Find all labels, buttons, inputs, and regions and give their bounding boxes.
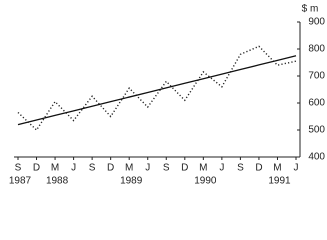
x-tick-label: M bbox=[273, 163, 281, 174]
x-tick-label: S bbox=[89, 163, 96, 174]
x-year-label: 1991 bbox=[268, 176, 291, 187]
x-year-label: 1988 bbox=[46, 176, 69, 187]
y-tick-label: 700 bbox=[308, 71, 325, 82]
x-tick-label: M bbox=[125, 163, 133, 174]
y-tick-label: 800 bbox=[308, 44, 325, 55]
x-year-label: 1989 bbox=[120, 176, 143, 187]
x-tick-label: D bbox=[33, 163, 40, 174]
y-tick-label: 600 bbox=[308, 98, 325, 109]
x-tick-label: M bbox=[199, 163, 207, 174]
x-tick-label: J bbox=[219, 163, 224, 174]
x-year-label: 1987 bbox=[9, 176, 32, 187]
trend-line bbox=[17, 55, 297, 126]
x-tick-label: S bbox=[15, 163, 22, 174]
y-tick-label: 400 bbox=[308, 152, 325, 163]
x-tick-label: S bbox=[163, 163, 170, 174]
y-unit-label: $ m bbox=[302, 4, 319, 15]
x-tick-label: D bbox=[181, 163, 188, 174]
y-tick-label: 500 bbox=[308, 125, 325, 136]
x-tick-label: S bbox=[237, 163, 244, 174]
x-tick-label: M bbox=[51, 163, 59, 174]
seasonal-line bbox=[17, 45, 297, 132]
x-tick-label: D bbox=[255, 163, 262, 174]
x-tick-label: J bbox=[71, 163, 76, 174]
x-year-label: 1990 bbox=[194, 176, 217, 187]
y-tick-label: 900 bbox=[308, 17, 325, 28]
x-tick-label: J bbox=[294, 163, 299, 174]
x-tick-label: D bbox=[107, 163, 114, 174]
x-tick-label: J bbox=[145, 163, 150, 174]
